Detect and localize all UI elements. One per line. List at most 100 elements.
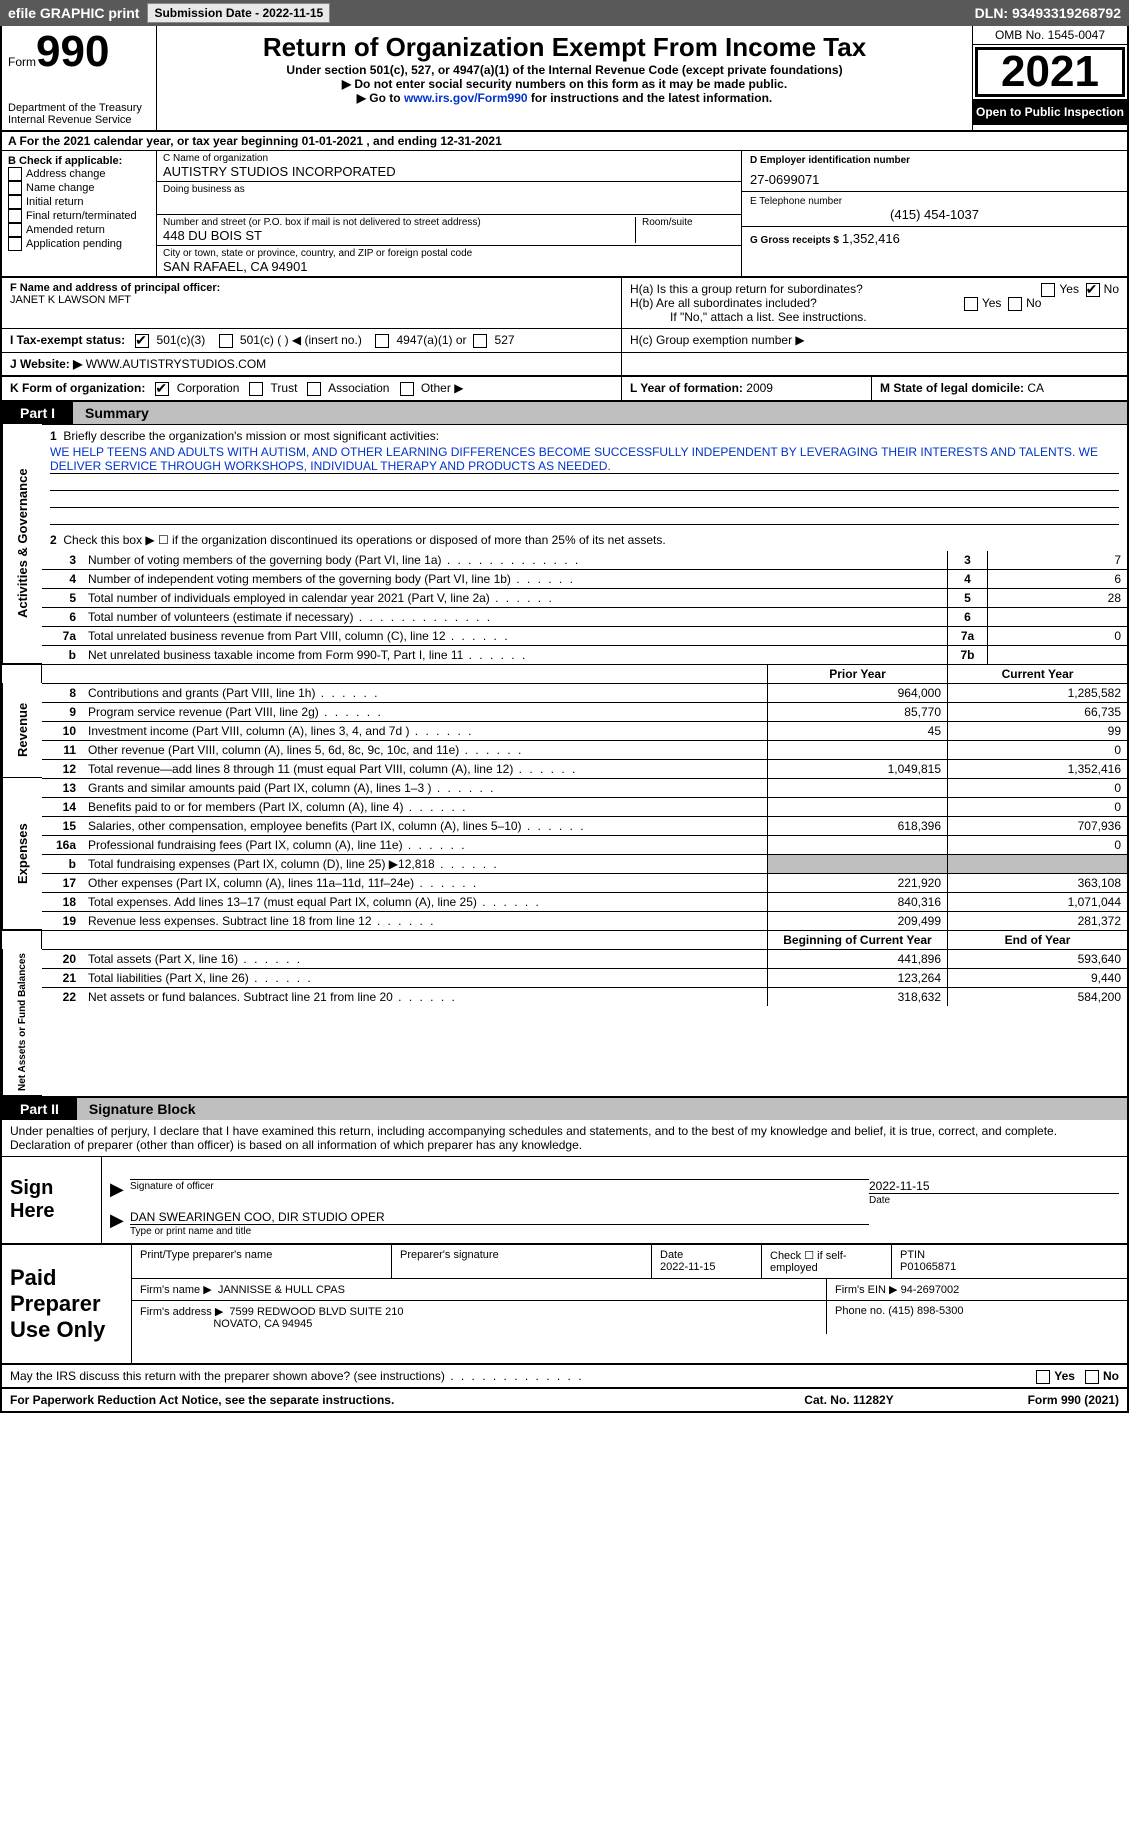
prep-r2a: Firm's name ▶ xyxy=(140,1284,212,1296)
line-num: 13 xyxy=(42,779,82,797)
line-text: Other revenue (Part VIII, column (A), li… xyxy=(82,740,767,759)
line-current: 363,108 xyxy=(947,873,1127,892)
line-text: Total assets (Part X, line 16) xyxy=(82,950,767,968)
addr-label: Number and street (or P.O. box if mail i… xyxy=(163,217,635,228)
submission-button[interactable]: Submission Date - 2022-11-15 xyxy=(147,3,330,23)
line-prior: 618,396 xyxy=(767,816,947,835)
line-text: Grants and similar amounts paid (Part IX… xyxy=(82,779,767,797)
line6-t: Total number of volunteers (estimate if … xyxy=(88,610,353,624)
line-num: 20 xyxy=(42,950,82,968)
vlabel-activities: Activities & Governance xyxy=(2,424,42,664)
line-num: 12 xyxy=(42,759,82,778)
prep-r1c: Date xyxy=(660,1249,683,1261)
line-current: 1,352,416 xyxy=(947,759,1127,778)
opt-amended: Amended return xyxy=(26,224,105,236)
line-prior xyxy=(767,779,947,797)
cb-hb-yes[interactable] xyxy=(964,297,978,311)
prep-r3c: Phone no. xyxy=(835,1305,885,1317)
cb-ha-no[interactable] xyxy=(1086,283,1100,297)
sig-name: DAN SWEARINGEN COO, DIR STUDIO OPER xyxy=(130,1210,869,1224)
cb-trust[interactable] xyxy=(249,382,263,396)
sig-date-label: Date xyxy=(869,1193,1119,1206)
discuss-no: No xyxy=(1103,1369,1119,1383)
cb-amended[interactable] xyxy=(8,223,22,237)
i-label: I Tax-exempt status: xyxy=(10,333,125,347)
cb-4947[interactable] xyxy=(375,334,389,348)
hb-yes: Yes xyxy=(982,296,1002,310)
city-val: SAN RAFAEL, CA 94901 xyxy=(163,259,735,274)
cb-pending[interactable] xyxy=(8,237,22,251)
form-number: 990 xyxy=(36,27,109,76)
prep-r1c2: 2022-11-15 xyxy=(660,1261,715,1273)
cb-final[interactable] xyxy=(8,209,22,223)
part1-title: Summary xyxy=(73,402,1127,424)
open-public: Open to Public Inspection xyxy=(973,99,1127,125)
vlabel-expenses: Expenses xyxy=(2,778,42,930)
dept-label: Department of the Treasury xyxy=(8,102,150,114)
line5-t: Total number of individuals employed in … xyxy=(88,591,490,605)
arrow-icon: ▶ xyxy=(110,1210,130,1237)
cb-501c[interactable] xyxy=(219,334,233,348)
line-num: 11 xyxy=(42,740,82,759)
line-current: 584,200 xyxy=(947,987,1127,1006)
col-prior: Prior Year xyxy=(767,664,947,683)
line-current: 281,372 xyxy=(947,911,1127,930)
cb-hb-no[interactable] xyxy=(1008,297,1022,311)
form-sub1: Under section 501(c), 527, or 4947(a)(1)… xyxy=(163,63,966,77)
col-b: B Check if applicable: Address change Na… xyxy=(2,151,157,276)
opt-name: Name change xyxy=(26,182,95,194)
line-prior: 45 xyxy=(767,721,947,740)
top-bar: efile GRAPHIC print Submission Date - 20… xyxy=(0,0,1129,26)
cb-name-change[interactable] xyxy=(8,181,22,195)
prep-r2b: JANNISSE & HULL CPAS xyxy=(218,1284,345,1296)
line-text: Total fundraising expenses (Part IX, col… xyxy=(82,854,767,873)
prep-r1b: Preparer's signature xyxy=(392,1245,652,1278)
line7b-v xyxy=(987,645,1127,664)
line-num: 15 xyxy=(42,816,82,835)
line7a-t: Total unrelated business revenue from Pa… xyxy=(88,629,446,643)
form-sub2: ▶ Do not enter social security numbers o… xyxy=(163,77,966,91)
opt-pending: Application pending xyxy=(26,238,122,250)
line-prior: 85,770 xyxy=(767,702,947,721)
k-c: Association xyxy=(328,381,389,395)
cb-527[interactable] xyxy=(473,334,487,348)
line5-v: 28 xyxy=(987,588,1127,607)
line-current xyxy=(947,854,1127,873)
line-num: 21 xyxy=(42,968,82,987)
line-text: Benefits paid to or for members (Part IX… xyxy=(82,797,767,816)
cb-discuss-no[interactable] xyxy=(1085,1370,1099,1384)
cb-ha-yes[interactable] xyxy=(1041,283,1055,297)
opt-addr: Address change xyxy=(26,168,106,180)
cb-corp[interactable] xyxy=(155,382,169,396)
mission-text[interactable]: WE HELP TEENS AND ADULTS WITH AUTISM, AN… xyxy=(50,445,1098,473)
line-text: Investment income (Part VIII, column (A)… xyxy=(82,721,767,740)
phone-val: (415) 454-1037 xyxy=(750,207,1119,222)
room-label: Room/suite xyxy=(642,217,735,228)
line-current: 99 xyxy=(947,721,1127,740)
f-val: JANET K LAWSON MFT xyxy=(10,294,613,306)
j-val: WWW.AUTISTRYSTUDIOS.COM xyxy=(86,357,266,371)
cb-501c3[interactable] xyxy=(135,334,149,348)
cb-address-change[interactable] xyxy=(8,167,22,181)
row-a: A For the 2021 calendar year, or tax yea… xyxy=(2,132,1127,151)
irs-link[interactable]: www.irs.gov/Form990 xyxy=(404,91,528,105)
cb-other[interactable] xyxy=(400,382,414,396)
cb-assoc[interactable] xyxy=(307,382,321,396)
prep-r1e2: P01065871 xyxy=(900,1261,956,1273)
sign-here: Sign Here xyxy=(2,1157,102,1243)
i-b: 501(c) ( ) ◀ (insert no.) xyxy=(240,333,362,347)
omb-label: OMB No. 1545-0047 xyxy=(973,26,1127,45)
sig-label: Signature of officer xyxy=(130,1179,869,1192)
phone-label: E Telephone number xyxy=(750,196,1119,207)
opt-final: Final return/terminated xyxy=(26,210,137,222)
row-h: H(a) Is this a group return for subordin… xyxy=(622,278,1127,328)
line7a-v: 0 xyxy=(987,626,1127,645)
cb-discuss-yes[interactable] xyxy=(1036,1370,1050,1384)
ha-no: No xyxy=(1104,282,1119,296)
org-name: AUTISTRY STUDIOS INCORPORATED xyxy=(163,164,735,179)
prep-r2d: 94-2697002 xyxy=(901,1284,960,1296)
line-current: 0 xyxy=(947,797,1127,816)
prep-r1a: Print/Type preparer's name xyxy=(132,1245,392,1278)
cb-initial[interactable] xyxy=(8,195,22,209)
vlabel-net: Net Assets or Fund Balances xyxy=(2,949,42,1096)
